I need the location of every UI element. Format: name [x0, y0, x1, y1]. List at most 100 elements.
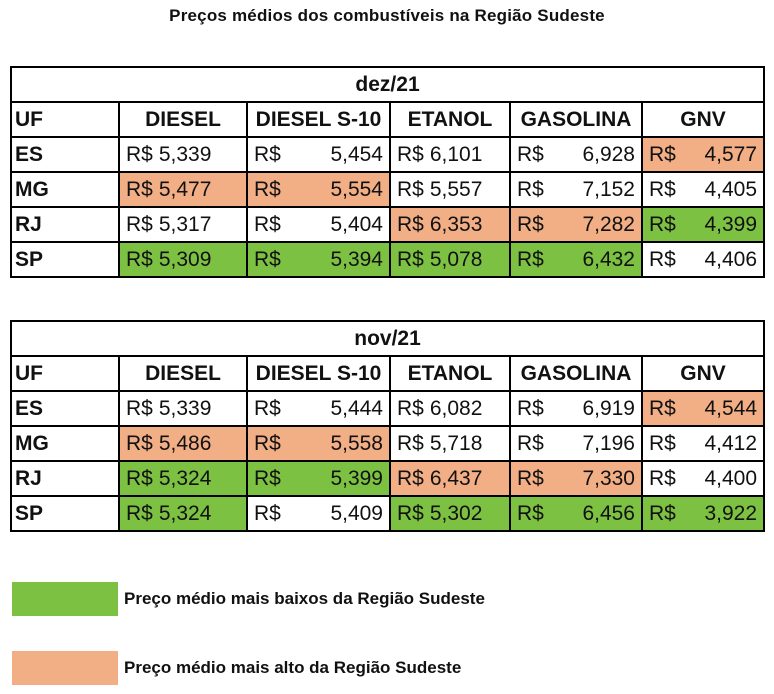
column-header-diesel: DIESEL	[118, 355, 248, 392]
table-row: SP R$ 5,309 R$ 5,394 R$ 5,078 R$ 6,432 R$ 4,406	[10, 241, 766, 278]
currency-symbol: R$	[126, 466, 153, 490]
price-cell: R$ 7,330	[509, 460, 643, 497]
price-cell: R$ 4,405	[640, 171, 766, 208]
column-header-gasolina: GASOLINA	[509, 355, 643, 392]
page-title: Preços médios dos combustíveis na Região…	[169, 6, 605, 25]
currency-symbol: R$	[649, 212, 676, 236]
price-cell: R$ 5,557	[389, 171, 511, 208]
price-value: 4,399	[704, 212, 758, 236]
price-value: 5,558	[330, 431, 383, 455]
price-cell: R$ 5,718	[389, 425, 511, 462]
price-cell: R$ 7,282	[509, 206, 643, 243]
price-cell: R$ 4,577	[640, 136, 766, 173]
price-value: 5,309	[158, 247, 212, 271]
currency-symbol: R$	[397, 177, 424, 201]
price-value: 7,282	[582, 212, 635, 236]
price-cell: R$ 3,922	[640, 495, 766, 532]
currency-symbol: R$	[397, 247, 424, 271]
currency-symbol: R$	[517, 431, 544, 455]
price-cell: R$ 5,558	[246, 425, 391, 462]
price-cell: R$ 6,353	[389, 206, 511, 243]
legend-swatch-green	[12, 582, 118, 616]
currency-symbol: R$	[649, 247, 676, 271]
uf-column-header: UF	[10, 355, 120, 392]
uf-column-header: UF	[10, 101, 120, 138]
price-cell: R$ 5,554	[246, 171, 391, 208]
legend-label: Preço médio mais alto da Região Sudeste	[124, 658, 462, 677]
table-row: MG R$ 5,486 R$ 5,558 R$ 5,718 R$ 7,196 R$ 4,412	[10, 425, 766, 462]
uf-cell: MG	[10, 171, 120, 208]
price-table-dez21: dez/21 UF DIESEL DIESEL S-10 ETANOL GASO…	[9, 66, 766, 278]
price-value: 3,922	[704, 501, 758, 525]
price-cell: R$ 6,082	[389, 390, 511, 427]
price-cell: R$ 5,339	[118, 136, 248, 173]
table-row: ES R$ 5,339 R$ 5,444 R$ 6,082 R$ 6,919 R$ 4,544	[10, 390, 766, 427]
price-cell: R$ 5,409	[246, 495, 391, 532]
table-row: MG R$ 5,477 R$ 5,554 R$ 5,557 R$ 7,152 R$ 4,405	[10, 171, 766, 208]
currency-symbol: R$	[517, 396, 544, 420]
currency-symbol: R$	[649, 142, 676, 166]
price-value: 6,919	[582, 396, 635, 420]
price-value: 5,486	[158, 431, 212, 455]
currency-symbol: R$	[397, 431, 424, 455]
price-cell: R$ 6,437	[389, 460, 511, 497]
legend-label: Preço médio mais baixos da Região Sudest…	[124, 589, 485, 608]
price-cell: R$ 6,919	[509, 390, 643, 427]
price-value: 4,405	[704, 177, 758, 201]
price-cell: R$ 5,486	[118, 425, 248, 462]
price-value: 6,456	[582, 501, 635, 525]
currency-symbol: R$	[126, 212, 153, 236]
currency-symbol: R$	[126, 247, 153, 271]
price-value: 5,454	[330, 142, 383, 166]
price-value: 6,432	[582, 247, 635, 271]
period-header: nov/21	[9, 320, 766, 357]
price-cell: R$ 5,339	[118, 390, 248, 427]
price-value: 4,412	[704, 431, 758, 455]
price-cell: R$ 5,317	[118, 206, 248, 243]
currency-symbol: R$	[517, 247, 544, 271]
currency-symbol: R$	[397, 501, 424, 525]
price-value: 7,196	[582, 431, 635, 455]
currency-symbol: R$	[126, 396, 153, 420]
price-value: 5,404	[330, 212, 383, 236]
table-row: ES R$ 5,339 R$ 5,454 R$ 6,101 R$ 6,928 R$ 4,577	[10, 136, 766, 173]
price-value: 4,577	[704, 142, 758, 166]
legend-item-highest: Preço médio mais alto da Região Sudeste	[12, 651, 461, 685]
currency-symbol: R$	[517, 177, 544, 201]
price-cell: R$ 5,399	[246, 460, 391, 497]
column-header-diesel-s10: DIESEL S-10	[246, 101, 391, 138]
currency-symbol: R$	[254, 396, 281, 420]
price-value: 5,444	[330, 396, 383, 420]
currency-symbol: R$	[517, 212, 544, 236]
price-cell: R$ 6,432	[509, 241, 643, 278]
price-value: 5,302	[429, 501, 483, 525]
price-value: 5,324	[158, 466, 212, 490]
price-value: 6,101	[429, 142, 483, 166]
price-cell: R$ 5,324	[118, 460, 248, 497]
price-cell: R$ 6,101	[389, 136, 511, 173]
price-cell: R$ 5,309	[118, 241, 248, 278]
uf-cell: SP	[10, 241, 120, 278]
price-value: 7,152	[582, 177, 635, 201]
column-header-etanol: ETANOL	[389, 355, 511, 392]
price-cell: R$ 6,456	[509, 495, 643, 532]
currency-symbol: R$	[517, 501, 544, 525]
currency-symbol: R$	[126, 177, 153, 201]
currency-symbol: R$	[254, 501, 281, 525]
column-header-diesel: DIESEL	[118, 101, 248, 138]
table-row: RJ R$ 5,324 R$ 5,399 R$ 6,437 R$ 7,330 R$ 4,400	[10, 460, 766, 497]
currency-symbol: R$	[254, 212, 281, 236]
uf-cell: RJ	[10, 206, 120, 243]
price-cell: R$ 5,404	[246, 206, 391, 243]
currency-symbol: R$	[397, 142, 424, 166]
currency-symbol: R$	[649, 396, 676, 420]
price-cell: R$ 4,406	[640, 241, 766, 278]
table-row: RJ R$ 5,317 R$ 5,404 R$ 6,353 R$ 7,282 R$ 4,399	[10, 206, 766, 243]
currency-symbol: R$	[649, 431, 676, 455]
price-value: 5,324	[158, 501, 212, 525]
price-cell: R$ 6,928	[509, 136, 643, 173]
currency-symbol: R$	[254, 431, 281, 455]
price-cell: R$ 5,324	[118, 495, 248, 532]
price-value: 4,400	[704, 466, 758, 490]
price-value: 6,353	[429, 212, 483, 236]
